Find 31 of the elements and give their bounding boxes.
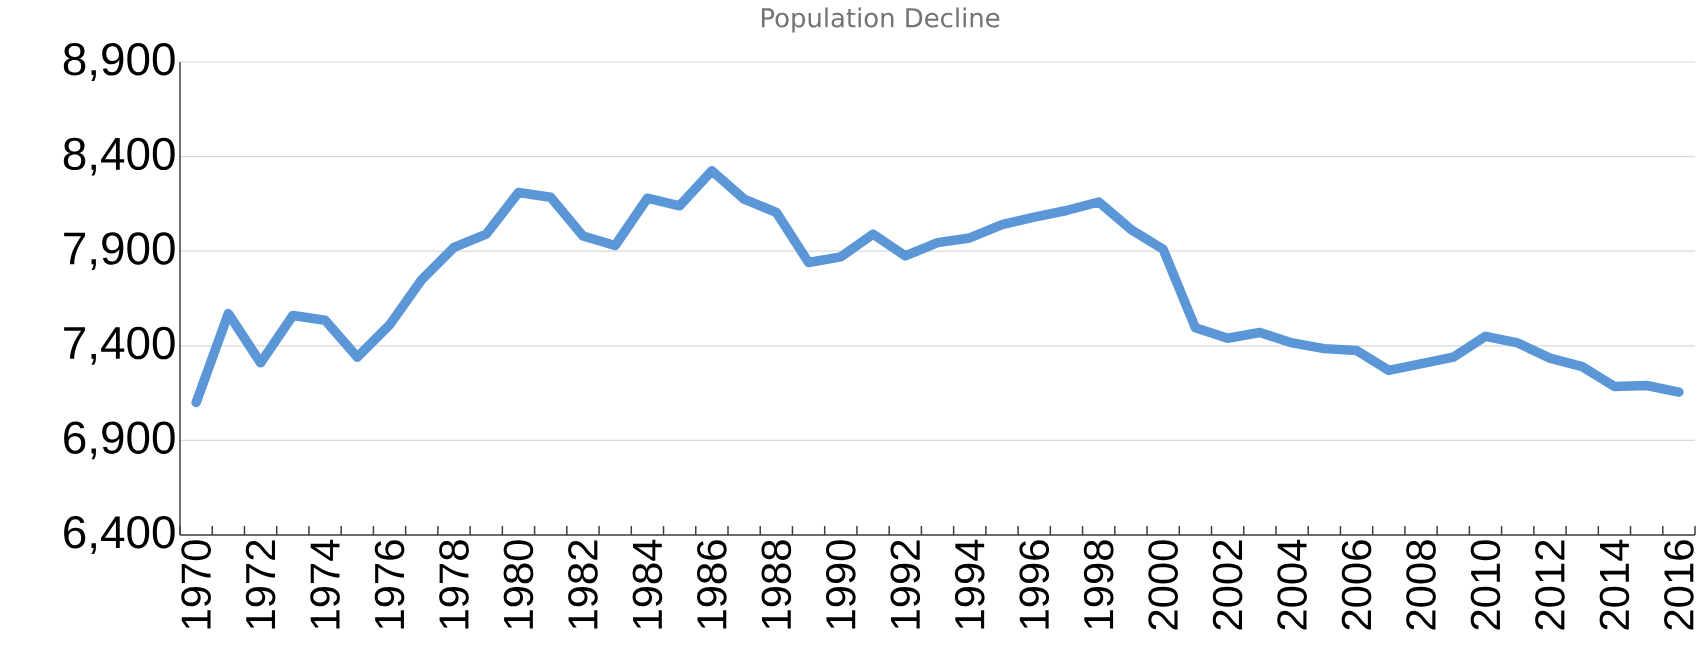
y-tick-label: 7,400 <box>64 326 175 365</box>
x-tick-label: 2014 <box>1599 539 1630 630</box>
x-tick-label: 1972 <box>245 540 276 629</box>
y-tick-label: 8,400 <box>63 137 175 176</box>
x-tick-label: 1982 <box>568 540 598 629</box>
x-tick-label: 1974 <box>310 539 340 629</box>
x-tick-label: 2016 <box>1664 540 1694 630</box>
x-tick-label: 2006 <box>1341 540 1372 630</box>
x-tick-label: 1988 <box>761 540 792 629</box>
x-tick-label: 1976 <box>374 540 405 629</box>
x-tick-label: 1986 <box>697 540 727 629</box>
x-tick-label: 2008 <box>1406 540 1436 630</box>
y-tick-label: 6,400 <box>64 516 175 554</box>
x-tick-label: 2004 <box>1277 539 1307 630</box>
x-tick-label: 1992 <box>890 540 921 629</box>
x-tick-label: 1996 <box>1019 540 1050 629</box>
chart-title: Population Decline <box>761 7 1000 33</box>
y-tick-label: 8,900 <box>63 43 175 81</box>
x-tick-label: 1984 <box>632 539 663 629</box>
x-tick-label: 1990 <box>826 540 856 629</box>
x-tick-label: 1998 <box>1083 540 1114 629</box>
x-tick-label: 2012 <box>1535 540 1565 630</box>
x-tick-label: 2002 <box>1212 540 1243 630</box>
y-tick-label: 6,900 <box>64 421 175 460</box>
x-tick-label: 1994 <box>954 539 985 629</box>
x-tick-label: 1970 <box>181 540 211 629</box>
x-tick-label: 1980 <box>503 540 534 629</box>
x-tick-label: 2000 <box>1148 540 1178 630</box>
x-tick-label: 1978 <box>439 540 469 629</box>
x-tick-label: 2010 <box>1470 540 1501 630</box>
y-tick-label: 7,900 <box>64 232 175 271</box>
